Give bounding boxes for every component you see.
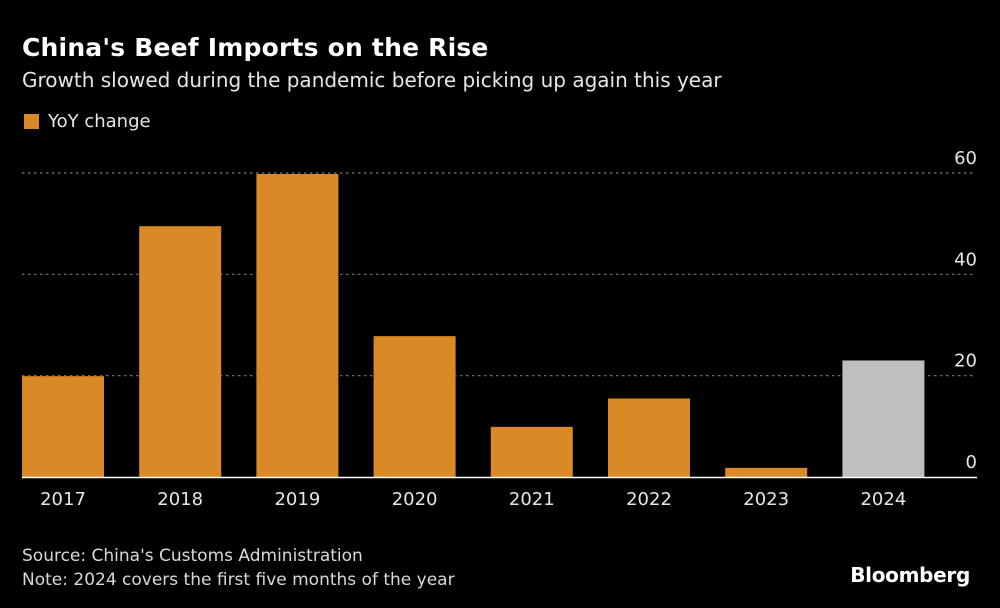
gridlines — [22, 172, 975, 377]
bar-2019 — [256, 174, 339, 477]
source-note: Source: China's Customs Administration — [22, 546, 363, 566]
legend-label-yoy: YoY change — [48, 111, 151, 132]
x-axis-ticks: 2017 2018 2019 2020 2021 2022 2023 2024 — [40, 489, 906, 510]
bar-2022 — [608, 398, 690, 477]
legend: YoY change — [24, 111, 151, 132]
bloomberg-logo: Bloomberg — [850, 563, 970, 587]
y-tick-label-20: 20 — [954, 351, 977, 372]
bar-2017 — [22, 376, 104, 477]
x-tick-label-2019: 2019 — [274, 489, 320, 510]
bar-2020 — [373, 336, 456, 477]
x-tick-label-2020: 2020 — [392, 489, 438, 510]
chart-subtitle: Growth slowed during the pandemic before… — [22, 68, 722, 92]
x-tick-label-2024: 2024 — [860, 489, 906, 510]
x-tick-label-2022: 2022 — [626, 489, 672, 510]
x-tick-label-2017: 2017 — [40, 489, 86, 510]
y-tick-label-40: 40 — [954, 249, 977, 270]
bars — [22, 174, 925, 477]
legend-swatch-yoy — [24, 114, 39, 129]
footnote: Note: 2024 covers the first five months … — [22, 570, 455, 590]
y-tick-label-0: 0 — [966, 452, 977, 473]
x-tick-label-2021: 2021 — [509, 489, 555, 510]
y-tick-label-60: 60 — [954, 148, 977, 169]
footer-notes: Source: China's Customs Administration N… — [22, 544, 455, 592]
y-axis-ticks: 0 20 40 60 — [954, 148, 977, 473]
bar-2021 — [490, 426, 573, 477]
chart-title: China's Beef Imports on the Rise — [22, 33, 489, 62]
bar-2018 — [139, 226, 222, 477]
x-tick-label-2023: 2023 — [743, 489, 789, 510]
x-tick-label-2018: 2018 — [157, 489, 203, 510]
bar-2023 — [725, 467, 808, 477]
bar-2024 — [842, 360, 925, 477]
